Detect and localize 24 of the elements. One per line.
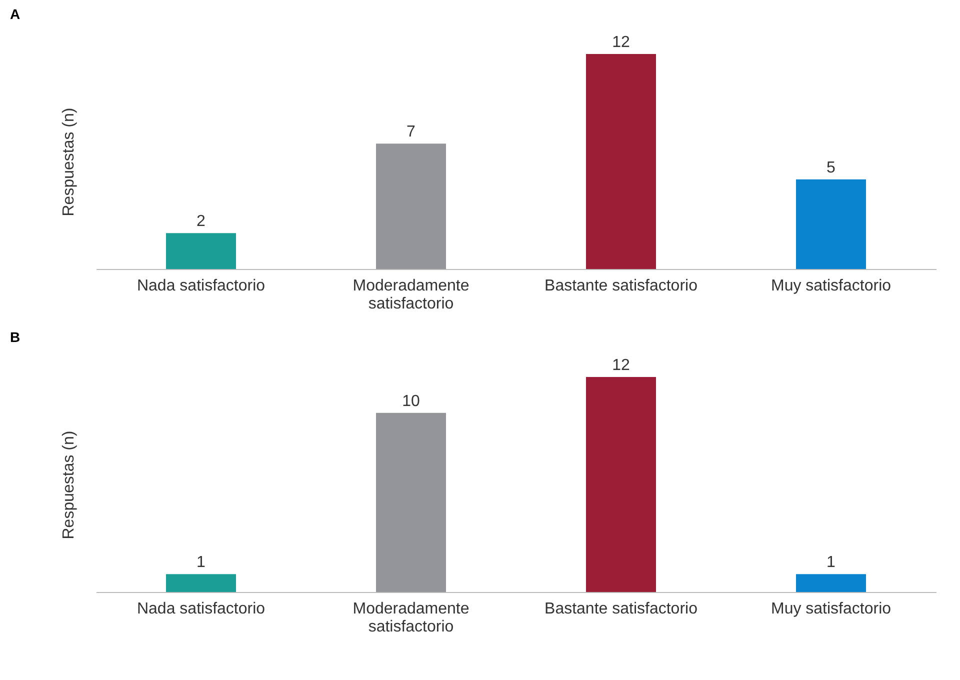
y-axis-title: Respuestas (n)	[60, 108, 78, 216]
chart-title: B	[10, 329, 20, 345]
data-label: 10	[402, 392, 420, 410]
x-tick-label: Muy satisfactorio	[770, 600, 892, 618]
bar	[586, 54, 656, 269]
data-label: 12	[612, 357, 630, 374]
data-label: 7	[406, 124, 416, 141]
data-label: 1	[826, 554, 836, 572]
data-label: 12	[612, 34, 630, 51]
x-tick-label: Moderadamente satisfactorio	[352, 278, 470, 312]
x-tick-label: Muy satisfactorio	[770, 278, 892, 294]
bar	[376, 144, 446, 269]
data-label: 1	[196, 554, 206, 572]
x-tick-label: Nada satisfactorio	[136, 278, 266, 294]
data-label: 5	[826, 159, 836, 176]
y-axis-title: Respuestas (n)	[60, 430, 78, 540]
bar	[166, 233, 236, 269]
x-tick-label: Moderadamente satisfactorio	[352, 600, 470, 636]
x-tick-label: Nada satisfactorio	[136, 600, 266, 618]
x-tick-label: Bastante satisfactorio	[544, 600, 698, 618]
chart-title: A	[10, 6, 20, 22]
data-label: 2	[196, 213, 206, 230]
x-tick-label: Bastante satisfactorio	[544, 278, 698, 294]
bar	[796, 179, 866, 269]
